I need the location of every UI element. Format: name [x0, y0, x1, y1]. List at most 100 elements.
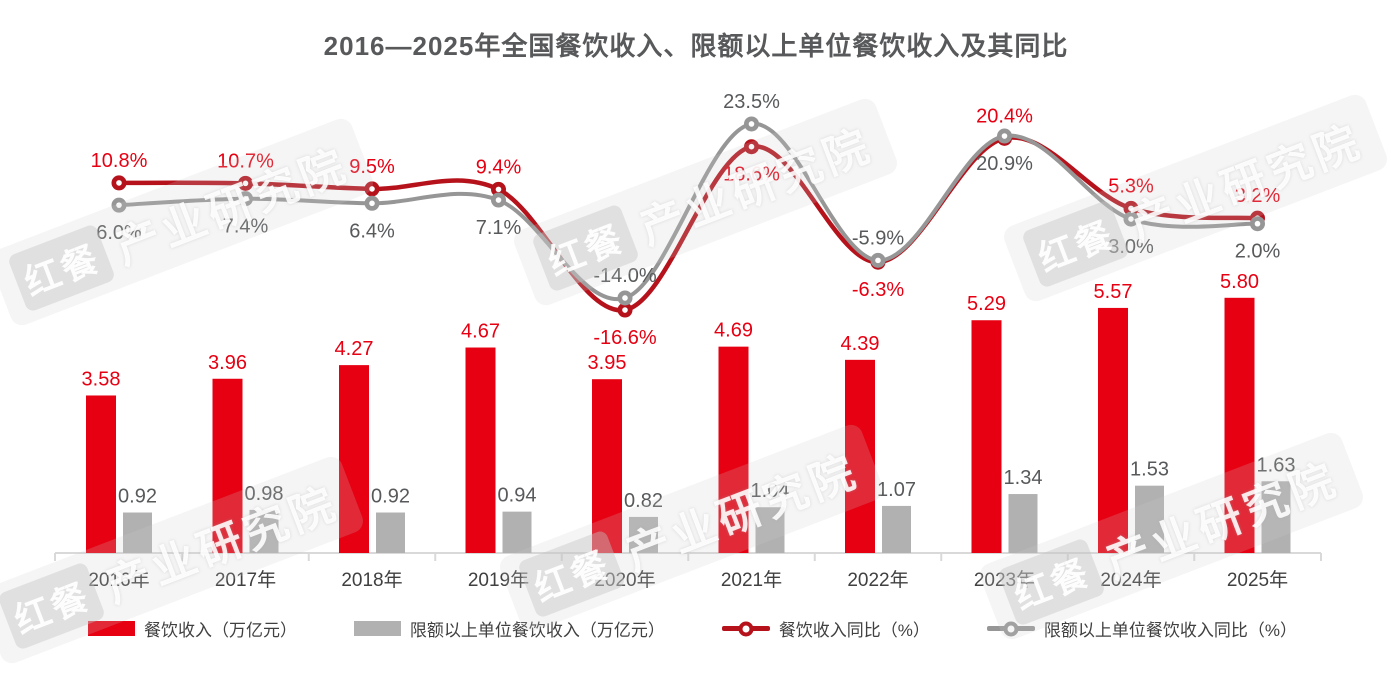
bar-label-catering-revenue-2018年: 4.27	[335, 338, 374, 360]
line-label-catering-revenue-yoy-2021年: 18.6%	[723, 164, 780, 186]
bar-label-large-scale-revenue-2025年: 1.63	[1257, 454, 1296, 476]
bar-large-scale-revenue-2019年	[502, 511, 532, 553]
marker-hole-large-scale-revenue-yoy-2016年	[116, 202, 122, 208]
line-label-catering-revenue-yoy-2023年: 20.4%	[976, 105, 1033, 127]
marker-hole-large-scale-revenue-yoy-2020年	[622, 295, 628, 301]
marker-hole-large-scale-revenue-yoy-2025年	[1254, 220, 1261, 227]
line-label-catering-revenue-yoy-2017年: 10.7%	[217, 150, 274, 172]
line-label-large-scale-revenue-yoy-2023年: 20.9%	[976, 153, 1033, 175]
bar-label-catering-revenue-2020年: 3.95	[588, 352, 627, 374]
bar-label-large-scale-revenue-2024年: 1.53	[1130, 459, 1169, 481]
line-label-catering-revenue-yoy-2022年: -6.3%	[852, 279, 904, 301]
x-axis-label-2017年: 2017年	[215, 569, 276, 591]
marker-hole-catering-revenue-yoy-2021年	[748, 143, 755, 150]
marker-hole-large-scale-revenue-yoy-2019年	[495, 197, 502, 203]
bar-label-large-scale-revenue-2019年: 0.94	[498, 485, 537, 507]
marker-hole-large-scale-revenue-yoy-2021年	[748, 121, 755, 127]
marker-hole-catering-revenue-yoy-2018年	[369, 186, 375, 192]
bar-large-scale-revenue-2024年	[1135, 485, 1164, 553]
line-label-large-scale-revenue-yoy-2017年: 7.4%	[223, 216, 269, 238]
line-label-large-scale-revenue-yoy-2018年: 6.4%	[349, 220, 395, 242]
chart-title: 2016—2025年全国餐饮收入、限额以上单位餐饮收入及其同比	[323, 31, 1069, 61]
marker-hole-large-scale-revenue-yoy-2017年	[242, 195, 249, 202]
bar-label-catering-revenue-2025年: 5.80	[1220, 271, 1259, 293]
bar-label-large-scale-revenue-2018年: 0.92	[371, 486, 410, 508]
bar-label-catering-revenue-2021年: 4.69	[714, 320, 753, 342]
legend-swatch-catering-revenue-yoy	[721, 621, 770, 636]
bar-catering-revenue-2022年	[845, 359, 875, 553]
marker-hole-catering-revenue-yoy-2020年	[622, 307, 628, 313]
legend-label: 餐饮收入同比（%）	[778, 621, 930, 640]
line-label-catering-revenue-yoy-2020年: -16.6%	[593, 327, 657, 349]
legend-swatch-catering-revenue	[88, 621, 135, 636]
marker-hole-catering-revenue-yoy-2024年	[1128, 205, 1134, 212]
legend-swatch-large-scale-revenue-yoy	[986, 621, 1035, 636]
line-label-catering-revenue-yoy-2018年: 9.5%	[349, 156, 395, 178]
bar-catering-revenue-2023年	[971, 320, 1002, 553]
legend: 餐饮收入（万亿元） 限额以上单位餐饮收入（万亿元） 餐饮收入同比（%） 限额以上…	[88, 616, 1297, 641]
x-axis-label-2021年: 2021年	[721, 569, 782, 591]
bar-label-large-scale-revenue-2016年: 0.92	[118, 486, 157, 508]
bar-large-scale-revenue-2022年	[882, 505, 911, 553]
legend-marker-ring	[738, 621, 754, 636]
bar-label-catering-revenue-2024年: 5.57	[1094, 281, 1133, 303]
line-large-scale-revenue-yoy	[117, 121, 1260, 302]
marker-hole-large-scale-revenue-yoy-2022年	[875, 257, 881, 264]
bar-catering-revenue-2017年	[212, 378, 243, 553]
bar-label-large-scale-revenue-2017年: 0.98	[245, 483, 284, 505]
legend-item-large-scale-revenue-yoy: 限额以上单位餐饮收入同比（%）	[986, 616, 1297, 641]
bar-label-catering-revenue-2017年: 3.96	[208, 352, 247, 374]
x-axis-label-2025年: 2025年	[1227, 569, 1288, 591]
line-label-large-scale-revenue-yoy-2024年: 3.0%	[1108, 236, 1154, 258]
bar-catering-revenue-2018年	[339, 365, 369, 553]
bar-label-catering-revenue-2016年: 3.58	[82, 368, 121, 390]
bar-large-scale-revenue-2021年	[755, 507, 785, 553]
bar-label-catering-revenue-2019年: 4.67	[461, 321, 500, 343]
legend-label: 限额以上单位餐饮收入（万亿元）	[409, 621, 665, 640]
marker-hole-large-scale-revenue-yoy-2023年	[1001, 133, 1008, 139]
line-label-large-scale-revenue-yoy-2025年: 2.0%	[1235, 241, 1281, 263]
line-catering-revenue-yoy	[116, 135, 1260, 313]
marker-hole-catering-revenue-yoy-2016年	[116, 180, 122, 186]
x-axis-label-2024年: 2024年	[1100, 569, 1161, 591]
bar-large-scale-revenue-2025年	[1261, 481, 1291, 553]
line-label-large-scale-revenue-yoy-2021年: 23.5%	[723, 91, 780, 113]
marker-hole-catering-revenue-yoy-2017年	[242, 180, 249, 187]
legend-item-catering-revenue: 餐饮收入（万亿元）	[88, 616, 297, 641]
bar-label-catering-revenue-2023年: 5.29	[967, 293, 1006, 315]
line-label-catering-revenue-yoy-2025年: 3.2%	[1235, 185, 1281, 207]
bar-catering-revenue-2021年	[718, 346, 749, 553]
legend-swatch-large-scale-revenue	[353, 621, 401, 636]
line-label-large-scale-revenue-yoy-2019年: 7.1%	[476, 217, 522, 239]
legend-item-large-scale-revenue: 限额以上单位餐饮收入（万亿元）	[353, 616, 665, 641]
bar-large-scale-revenue-2016年	[123, 512, 152, 553]
x-axis-label-2018年: 2018年	[341, 569, 402, 591]
x-axis-label-2020年: 2020年	[594, 569, 655, 591]
marker-hole-large-scale-revenue-yoy-2018年	[369, 200, 375, 207]
bar-large-scale-revenue-2020年	[629, 516, 658, 553]
bar-label-large-scale-revenue-2021年: 1.04	[751, 480, 790, 502]
line-label-large-scale-revenue-yoy-2016年: 6.0%	[96, 222, 142, 244]
bar-catering-revenue-2025年	[1224, 297, 1255, 553]
legend-label: 限额以上单位餐饮收入同比（%）	[1043, 621, 1297, 640]
bar-catering-revenue-2016年	[86, 395, 116, 553]
x-axis-label-2023年: 2023年	[974, 569, 1035, 591]
bar-label-large-scale-revenue-2020年: 0.82	[624, 490, 663, 512]
bar-large-scale-revenue-2017年	[249, 509, 279, 553]
line-label-catering-revenue-yoy-2016年: 10.8%	[91, 150, 148, 172]
bar-label-catering-revenue-2022年: 4.39	[841, 333, 880, 355]
line-label-catering-revenue-yoy-2024年: 5.3%	[1108, 175, 1154, 197]
legend-marker-ring	[1003, 621, 1019, 636]
bar-catering-revenue-2019年	[465, 347, 496, 553]
bar-catering-revenue-2020年	[592, 379, 622, 553]
x-axis-label-2022年: 2022年	[847, 569, 908, 591]
x-axis-label-2016年: 2016年	[88, 569, 149, 591]
marker-hole-catering-revenue-yoy-2019年	[495, 186, 502, 193]
line-label-catering-revenue-yoy-2019年: 9.4%	[476, 156, 522, 178]
bar-catering-revenue-2024年	[1098, 307, 1128, 553]
legend-item-catering-revenue-yoy: 餐饮收入同比（%）	[721, 616, 930, 641]
line-label-large-scale-revenue-yoy-2022年: -5.9%	[852, 227, 904, 249]
bar-large-scale-revenue-2023年	[1008, 494, 1038, 553]
